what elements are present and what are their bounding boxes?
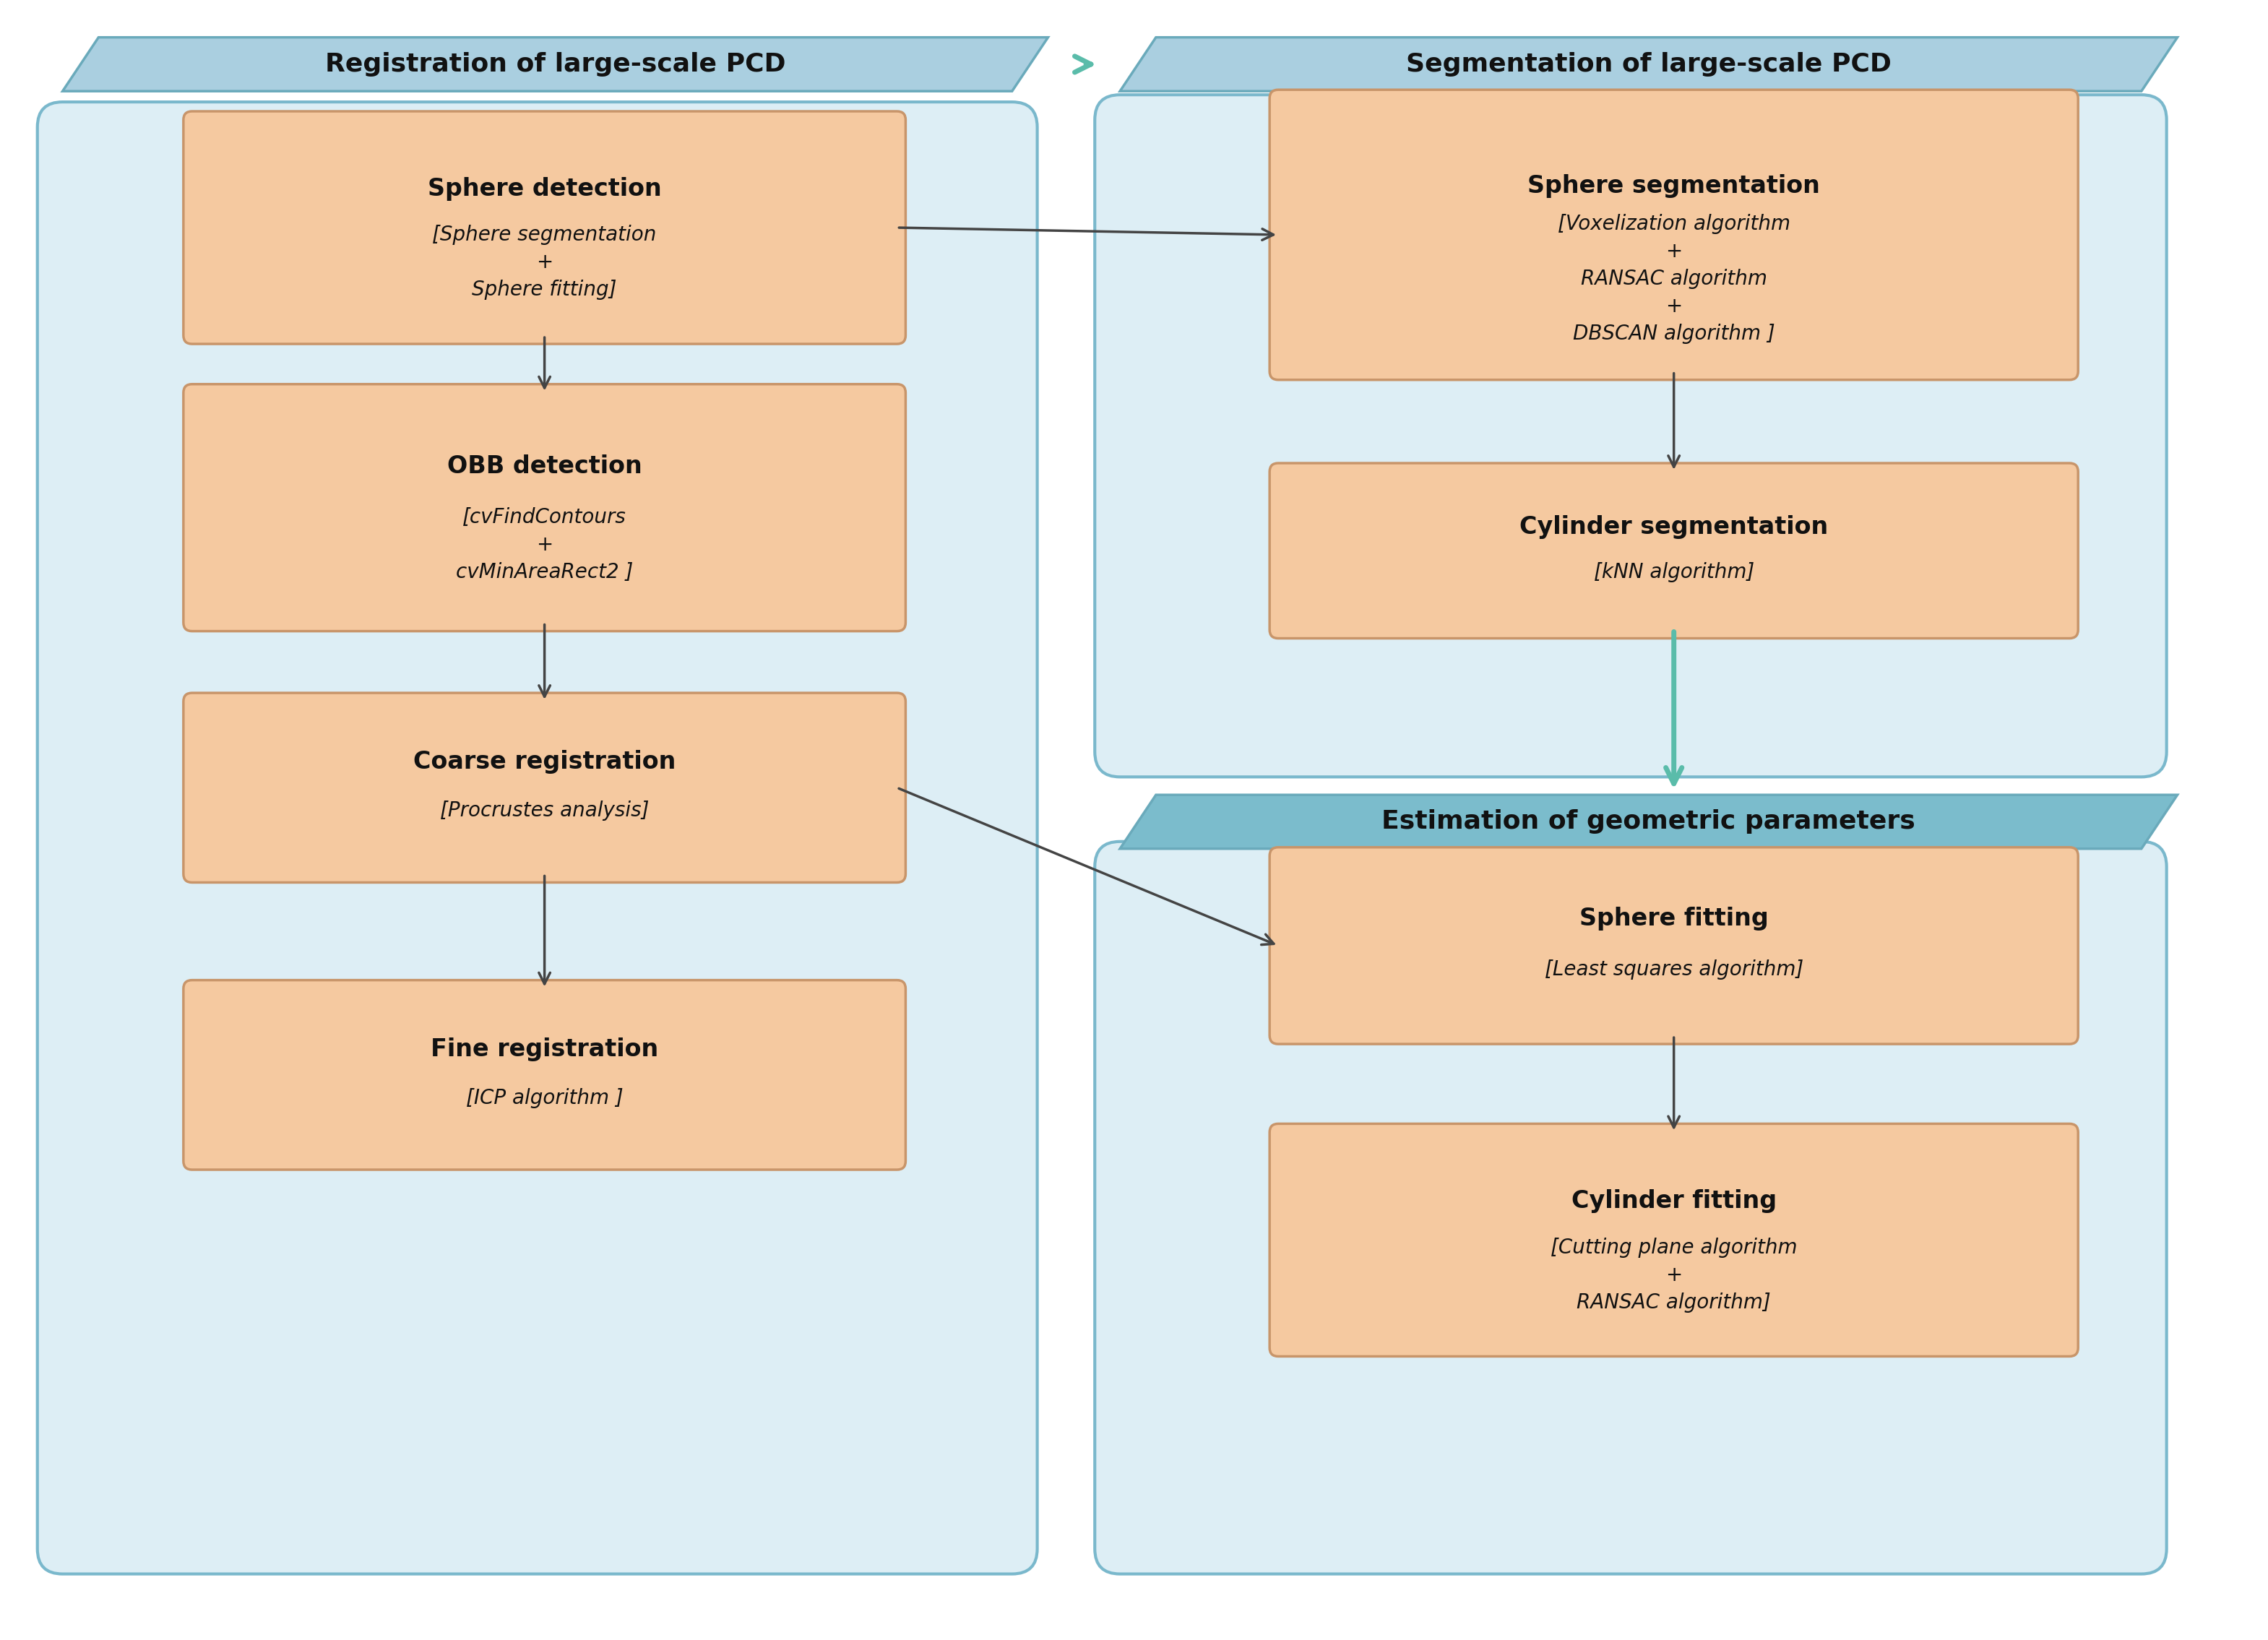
FancyBboxPatch shape xyxy=(1270,90,2077,380)
Text: [Cutting plane algorithm
+
RANSAC algorithm]: [Cutting plane algorithm + RANSAC algori… xyxy=(1551,1238,1796,1312)
Text: Sphere fitting: Sphere fitting xyxy=(1579,907,1769,930)
FancyBboxPatch shape xyxy=(1270,848,2077,1045)
Text: [Sphere segmentation
+
Sphere fitting]: [Sphere segmentation + Sphere fitting] xyxy=(433,225,658,300)
FancyBboxPatch shape xyxy=(184,384,905,631)
Text: Sphere detection: Sphere detection xyxy=(429,177,662,200)
Text: [Voxelization algorithm
+
RANSAC algorithm
+
DBSCAN algorithm ]: [Voxelization algorithm + RANSAC algorit… xyxy=(1558,215,1789,344)
FancyBboxPatch shape xyxy=(1095,841,2166,1574)
Text: [cvFindContours
+
cvMinAreaRect2 ]: [cvFindContours + cvMinAreaRect2 ] xyxy=(456,507,633,582)
Text: [ICP algorithm ]: [ICP algorithm ] xyxy=(465,1087,624,1109)
FancyBboxPatch shape xyxy=(36,102,1036,1574)
Text: [Procrustes analysis]: [Procrustes analysis] xyxy=(440,800,649,822)
FancyBboxPatch shape xyxy=(1270,462,2077,638)
FancyBboxPatch shape xyxy=(184,694,905,882)
FancyBboxPatch shape xyxy=(1270,1123,2077,1356)
Text: Coarse registration: Coarse registration xyxy=(413,749,676,774)
FancyBboxPatch shape xyxy=(184,981,905,1169)
Text: Fine registration: Fine registration xyxy=(431,1036,658,1061)
Text: Sphere segmentation: Sphere segmentation xyxy=(1529,174,1821,197)
Text: OBB detection: OBB detection xyxy=(447,454,642,479)
Polygon shape xyxy=(64,38,1048,92)
Text: Registration of large-scale PCD: Registration of large-scale PCD xyxy=(324,52,785,77)
Text: Cylinder fitting: Cylinder fitting xyxy=(1572,1189,1776,1214)
Polygon shape xyxy=(1120,795,2177,850)
Text: Estimation of geometric parameters: Estimation of geometric parameters xyxy=(1381,810,1916,835)
FancyBboxPatch shape xyxy=(1095,95,2166,777)
Text: [Least squares algorithm]: [Least squares algorithm] xyxy=(1545,959,1803,981)
FancyBboxPatch shape xyxy=(184,112,905,344)
Text: Cylinder segmentation: Cylinder segmentation xyxy=(1520,515,1828,540)
Polygon shape xyxy=(1120,38,2177,92)
Text: [kNN algorithm]: [kNN algorithm] xyxy=(1594,563,1753,582)
Text: Segmentation of large-scale PCD: Segmentation of large-scale PCD xyxy=(1406,52,1892,77)
